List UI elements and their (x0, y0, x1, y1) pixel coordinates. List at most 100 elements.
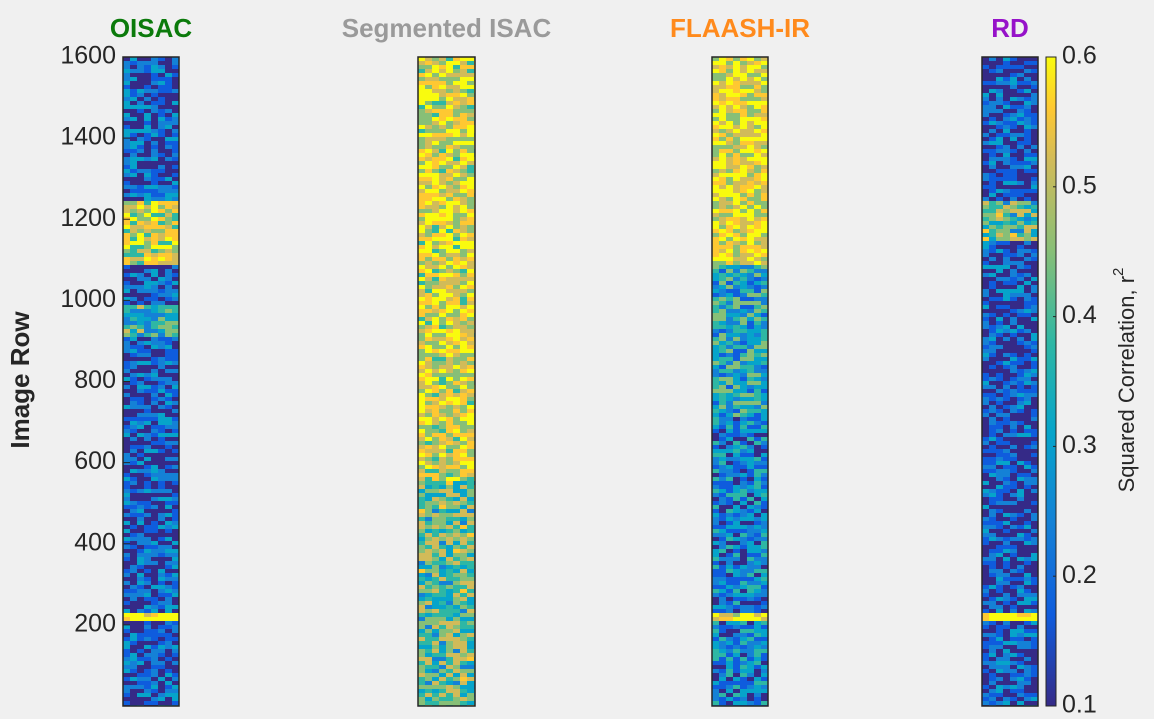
image-pixel (418, 641, 425, 645)
image-pixel (151, 249, 158, 253)
image-pixel (165, 489, 172, 493)
image-pixel (740, 181, 747, 185)
image-pixel (996, 245, 1003, 249)
image-pixel (1010, 69, 1017, 73)
image-pixel (123, 177, 130, 181)
image-pixel (432, 457, 439, 461)
image-pixel (754, 305, 761, 309)
image-pixel (467, 333, 474, 337)
image-pixel (446, 653, 453, 657)
image-pixel (712, 157, 719, 161)
image-pixel (996, 357, 1003, 361)
image-pixel (747, 385, 754, 389)
image-pixel (130, 349, 137, 353)
image-pixel (1003, 437, 1010, 441)
image-pixel (123, 345, 130, 349)
image-pixel (158, 565, 165, 569)
image-pixel (467, 93, 474, 97)
image-pixel (123, 533, 130, 537)
image-pixel (712, 201, 719, 205)
image-pixel (425, 121, 432, 125)
image-pixel (123, 517, 130, 521)
image-pixel (144, 97, 151, 101)
image-pixel (733, 417, 740, 421)
image-pixel (151, 173, 158, 177)
image-pixel (151, 345, 158, 349)
image-pixel (123, 481, 130, 485)
image-pixel (982, 197, 989, 201)
image-pixel (1010, 61, 1017, 65)
image-pixel (754, 109, 761, 113)
image-pixel (467, 389, 474, 393)
image-pixel (761, 653, 768, 657)
image-pixel (460, 477, 467, 481)
image-pixel (151, 497, 158, 501)
image-pixel (467, 505, 474, 509)
image-pixel (439, 273, 446, 277)
image-pixel (996, 93, 1003, 97)
image-pixel (1017, 225, 1024, 229)
image-pixel (1031, 65, 1038, 69)
image-pixel (158, 477, 165, 481)
image-pixel (144, 149, 151, 153)
image-pixel (747, 173, 754, 177)
image-pixel (158, 277, 165, 281)
image-pixel (719, 309, 726, 313)
image-pixel (1031, 497, 1038, 501)
image-pixel (165, 601, 172, 605)
image-pixel (151, 685, 158, 689)
image-pixel (425, 405, 432, 409)
image-pixel (439, 353, 446, 357)
image-pixel (733, 309, 740, 313)
image-pixel (740, 493, 747, 497)
image-pixel (733, 369, 740, 373)
image-pixel (996, 461, 1003, 465)
image-pixel (439, 229, 446, 233)
image-pixel (425, 481, 432, 485)
image-pixel (982, 61, 989, 65)
image-pixel (460, 257, 467, 261)
image-pixel (137, 241, 144, 245)
image-pixel (712, 545, 719, 549)
image-pixel (172, 373, 179, 377)
image-pixel (1010, 421, 1017, 425)
image-pixel (144, 213, 151, 217)
image-panel (122, 56, 180, 707)
image-pixel (158, 445, 165, 449)
image-pixel (137, 301, 144, 305)
image-pixel (123, 413, 130, 417)
image-pixel (733, 533, 740, 537)
image-pixel (1017, 233, 1024, 237)
image-pixel (712, 589, 719, 593)
image-pixel (740, 117, 747, 121)
image-pixel (123, 505, 130, 509)
image-pixel (165, 677, 172, 681)
image-pixel (740, 309, 747, 313)
image-pixel (432, 213, 439, 217)
image-pixel (130, 561, 137, 565)
image-pixel (446, 573, 453, 577)
image-pixel (158, 461, 165, 465)
image-pixel (740, 61, 747, 65)
image-pixel (733, 137, 740, 141)
image-pixel (130, 285, 137, 289)
image-pixel (123, 281, 130, 285)
image-pixel (982, 505, 989, 509)
image-pixel (432, 173, 439, 177)
image-pixel (123, 541, 130, 545)
image-pixel (123, 221, 130, 225)
image-pixel (1024, 313, 1031, 317)
image-pixel (712, 529, 719, 533)
image-pixel (439, 293, 446, 297)
image-pixel (137, 513, 144, 517)
image-pixel (172, 253, 179, 257)
image-pixel (144, 233, 151, 237)
image-pixel (432, 393, 439, 397)
image-pixel (467, 189, 474, 193)
image-pixel (172, 361, 179, 365)
image-pixel (460, 149, 467, 153)
image-pixel (144, 221, 151, 225)
image-pixel (761, 361, 768, 365)
image-pixel (432, 693, 439, 697)
image-pixel (418, 501, 425, 505)
